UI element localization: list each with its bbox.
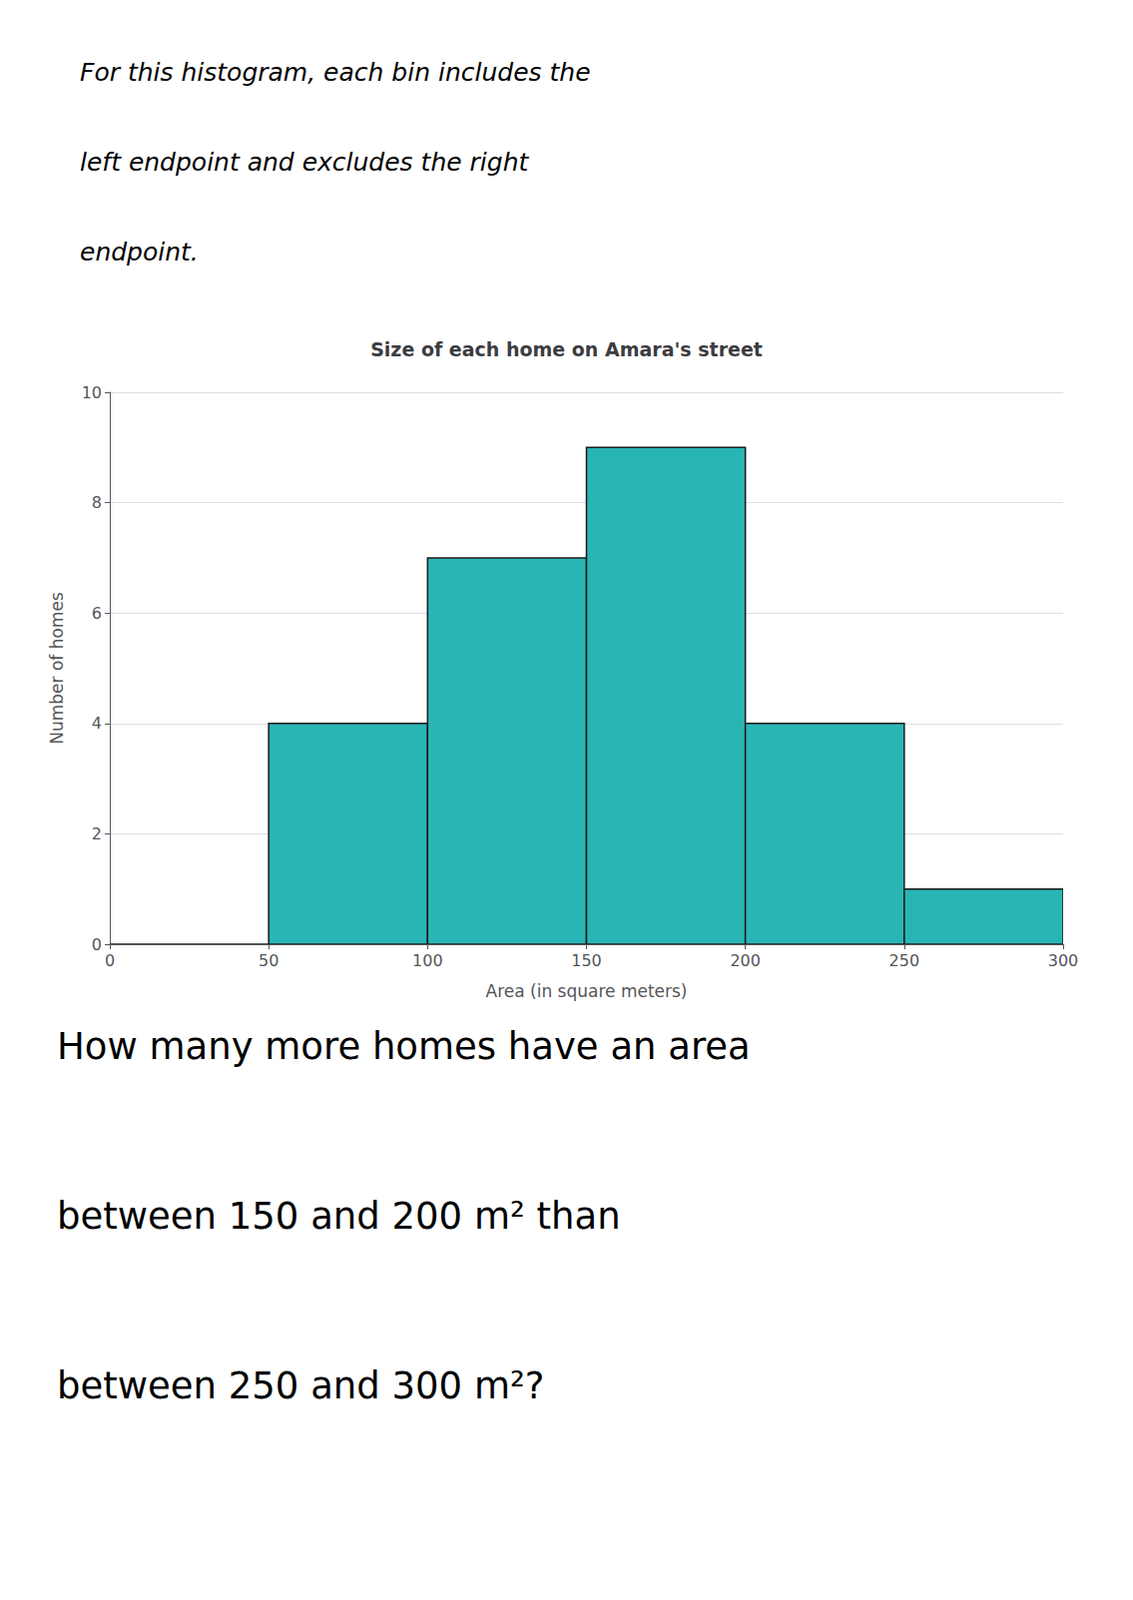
svg-text:50: 50	[258, 951, 279, 971]
svg-text:2: 2	[91, 824, 102, 844]
svg-text:200: 200	[729, 951, 761, 971]
svg-text:150: 150	[570, 951, 602, 971]
svg-text:between 150 and 200 m² than: between 150 and 200 m² than	[56, 1194, 621, 1238]
svg-text:0: 0	[104, 951, 115, 971]
svg-text:100: 100	[412, 951, 444, 971]
svg-text:10: 10	[81, 383, 102, 403]
svg-text:How many more homes have an ar: How many more homes have an area	[56, 1025, 751, 1069]
svg-text:300: 300	[1048, 951, 1080, 971]
svg-text:0: 0	[91, 935, 102, 955]
svg-text:For this histogram, each bin i: For this histogram, each bin includes th…	[79, 57, 591, 87]
svg-text:8: 8	[91, 493, 102, 513]
svg-text:left endpoint and excludes the: left endpoint and excludes the right	[79, 147, 531, 177]
svg-text:Size of each home on Amara's s: Size of each home on Amara's street	[370, 338, 763, 361]
svg-text:Number of homes: Number of homes	[46, 591, 67, 745]
svg-text:4: 4	[91, 713, 102, 733]
svg-text:Area (in square meters): Area (in square meters)	[486, 981, 688, 1002]
svg-text:between 250 and 300 m²?: between 250 and 300 m²?	[56, 1364, 545, 1408]
svg-text:endpoint.: endpoint.	[79, 237, 199, 267]
svg-text:6: 6	[91, 603, 102, 623]
svg-text:250: 250	[889, 951, 921, 971]
